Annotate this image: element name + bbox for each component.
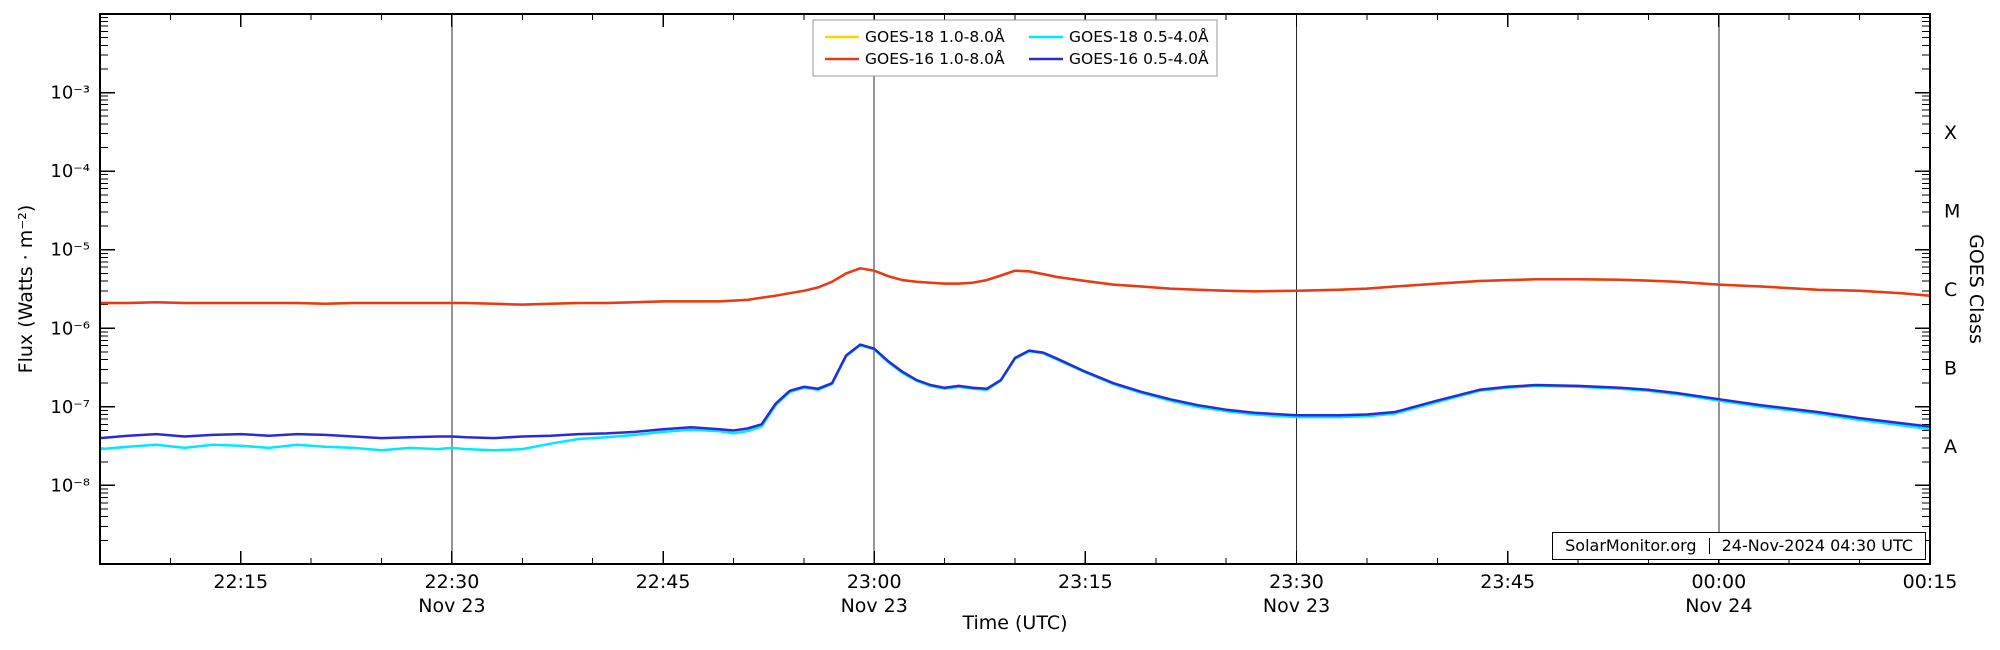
y-tick-label: 10⁻⁴ [50,161,90,182]
x-tick-label: 00:15 [1903,571,1958,593]
x-tick-label: 22:30 [425,571,480,593]
x-axis-title: Time (UTC) [962,612,1068,634]
gridlines [451,14,1720,564]
y-tick-label: 10⁻⁶ [50,318,90,339]
flux-series [100,267,1930,452]
goes-class-label: C [1944,279,1957,301]
goes-class-label: X [1944,122,1957,144]
goes-class-labels: X M C B A [1944,122,1960,458]
x-tick-label: 23:15 [1058,571,1113,593]
right-axis-title: GOES Class [1965,234,1987,344]
plot-border [99,13,1931,565]
legend: GOES-18 1.0-8.0Å GOES-16 1.0-8.0Å GOES-18 … [812,19,1218,77]
x-date-label: Nov 24 [1685,595,1752,617]
goes-class-label: M [1944,200,1960,222]
footer-divider [1708,538,1710,554]
y-tick-label: 10⁻⁷ [50,397,90,418]
legend-label: GOES-16 0.5-4.0Å [1069,49,1209,68]
legend-label: GOES-16 1.0-8.0Å [865,49,1005,68]
x-tick-label: 22:15 [213,571,268,593]
x-tick-label: 23:30 [1269,571,1324,593]
y-tick-label: 10⁻³ [50,83,90,104]
series-line-goes-16-0.5-4.0- [100,343,1930,440]
y-axis-title: Flux (Watts · m⁻²) [15,204,37,374]
y-tick-label: 10⁻⁸ [50,475,90,496]
legend-label: GOES-18 0.5-4.0Å [1069,27,1209,46]
legend-label: GOES-18 1.0-8.0Å [865,27,1005,46]
legend-box [812,19,1218,77]
axis-ticks [99,14,1931,564]
x-date-label: Nov 23 [1263,595,1330,617]
x-tick-label: 22:45 [636,571,691,593]
x-date-label: Nov 23 [841,595,908,617]
y-tick-label: 10⁻⁵ [50,240,90,261]
goes-class-label: B [1944,358,1957,380]
series-line-goes-16-1.0-8.0- [100,267,1930,306]
footer-timestamp: 24-Nov-2024 04:30 UTC [1721,536,1913,555]
footer-site-label: SolarMonitor.org [1565,536,1697,555]
x-tick-label: 23:45 [1480,571,1535,593]
x-tick-label: 23:00 [847,571,902,593]
y-tick-labels: 10⁻³ 10⁻⁴ 10⁻⁵ 10⁻⁶ 10⁻⁷ 10⁻⁸ [50,83,90,497]
footer-credit: SolarMonitor.org 24-Nov-2024 04:30 UTC [1552,532,1926,560]
x-date-label: Nov 23 [418,595,485,617]
goes-class-label: A [1944,436,1957,458]
x-tick-label: 00:00 [1691,571,1746,593]
